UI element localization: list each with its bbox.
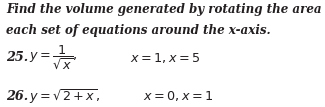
Text: $x = 1, x = 5$: $x = 1, x = 5$ — [130, 51, 200, 65]
Text: 25.: 25. — [6, 51, 28, 64]
Text: 26.: 26. — [6, 90, 28, 103]
Text: $y = \dfrac{1}{\sqrt{x}},$: $y = \dfrac{1}{\sqrt{x}},$ — [29, 44, 77, 72]
Text: each set of equations around the x-axis.: each set of equations around the x-axis. — [6, 24, 270, 37]
Text: Find the volume generated by rotating the area bounded by: Find the volume generated by rotating th… — [6, 3, 325, 16]
Text: $x = 0, x = 1$: $x = 0, x = 1$ — [143, 89, 214, 103]
Text: $y = \sqrt{2 + x},$: $y = \sqrt{2 + x},$ — [29, 87, 99, 106]
